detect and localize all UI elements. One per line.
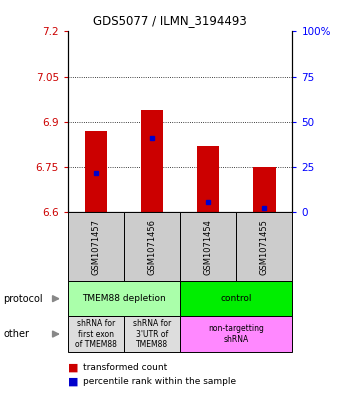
Text: control: control xyxy=(221,294,252,303)
Text: ■: ■ xyxy=(68,377,79,387)
Text: other: other xyxy=(3,329,29,339)
Text: GDS5077 / ILMN_3194493: GDS5077 / ILMN_3194493 xyxy=(93,14,247,27)
Bar xyxy=(253,167,275,212)
Bar xyxy=(141,110,163,212)
Text: GSM1071457: GSM1071457 xyxy=(91,219,101,275)
Text: GSM1071455: GSM1071455 xyxy=(260,219,269,275)
Text: non-targetting
shRNA: non-targetting shRNA xyxy=(208,324,264,344)
Bar xyxy=(197,146,219,212)
Text: GSM1071456: GSM1071456 xyxy=(148,219,157,275)
Text: TMEM88 depletion: TMEM88 depletion xyxy=(82,294,166,303)
Text: protocol: protocol xyxy=(3,294,43,304)
Text: percentile rank within the sample: percentile rank within the sample xyxy=(83,378,236,386)
Bar xyxy=(85,131,107,212)
Text: transformed count: transformed count xyxy=(83,363,168,372)
Text: ■: ■ xyxy=(68,362,79,373)
Text: shRNA for
first exon
of TMEM88: shRNA for first exon of TMEM88 xyxy=(75,319,117,349)
Text: shRNA for
3'UTR of
TMEM88: shRNA for 3'UTR of TMEM88 xyxy=(133,319,171,349)
Text: GSM1071454: GSM1071454 xyxy=(204,219,213,275)
